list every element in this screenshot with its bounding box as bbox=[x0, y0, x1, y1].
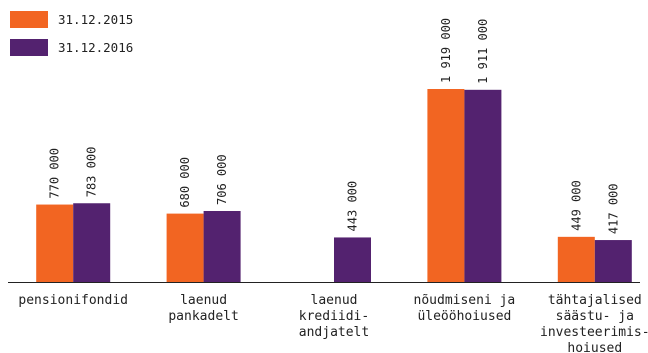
data-label-2015-0: 770 000 bbox=[48, 148, 62, 199]
legend-label-2015: 31.12.2015 bbox=[58, 11, 134, 27]
legend-item-2015: 31.12.2015 bbox=[10, 8, 133, 30]
bar-2015-0 bbox=[36, 204, 74, 282]
data-label-2015-1: 680 000 bbox=[178, 157, 192, 208]
legend-swatch-2016 bbox=[10, 38, 48, 56]
data-label-2016-3: 1 911 000 bbox=[476, 19, 490, 84]
category-label-4-line-1: säästu- ja bbox=[556, 309, 634, 324]
data-label-2016-4: 417 000 bbox=[606, 183, 620, 234]
category-label-2-line-0: laenud bbox=[311, 293, 358, 308]
bar-2015-4 bbox=[557, 236, 595, 282]
bar-2016-1 bbox=[203, 210, 241, 282]
category-label-4-line-2: investeerimis- bbox=[540, 325, 648, 340]
bar-2015-1 bbox=[166, 213, 204, 282]
category-label-1-line-1: pankadelt bbox=[168, 309, 238, 324]
data-label-2016-1: 706 000 bbox=[215, 154, 229, 205]
legend: 31.12.2015 31.12.2016 bbox=[10, 8, 133, 64]
bar-2016-0 bbox=[73, 203, 111, 282]
data-label-2015-3: 1 919 000 bbox=[439, 18, 453, 83]
data-label-2015-4: 449 000 bbox=[569, 180, 583, 231]
legend-item-2016: 31.12.2016 bbox=[10, 36, 133, 58]
category-label-1-line-0: laenud bbox=[180, 293, 227, 308]
bar-2015-3 bbox=[427, 89, 465, 282]
bar-2016-4 bbox=[594, 240, 632, 282]
category-label-2-line-2: andjatelt bbox=[299, 325, 369, 340]
category-label-3-line-0: nõudmiseni ja bbox=[414, 293, 516, 308]
category-label-4-line-3: hoiused bbox=[567, 341, 622, 353]
category-label-0-line-0: pensionifondid bbox=[18, 293, 128, 308]
legend-swatch-2015 bbox=[10, 10, 48, 28]
category-label-4-line-0: tähtajalised bbox=[548, 293, 642, 308]
data-label-2016-0: 783 000 bbox=[85, 147, 99, 198]
category-label-3-line-1: üleööhoiused bbox=[417, 309, 511, 324]
data-label-2016-2: 443 000 bbox=[346, 181, 360, 232]
legend-label-2016: 31.12.2016 bbox=[58, 39, 134, 55]
bar-2016-2 bbox=[334, 237, 371, 282]
bar-2016-3 bbox=[464, 89, 502, 282]
category-label-2-line-1: krediidi- bbox=[299, 309, 369, 324]
